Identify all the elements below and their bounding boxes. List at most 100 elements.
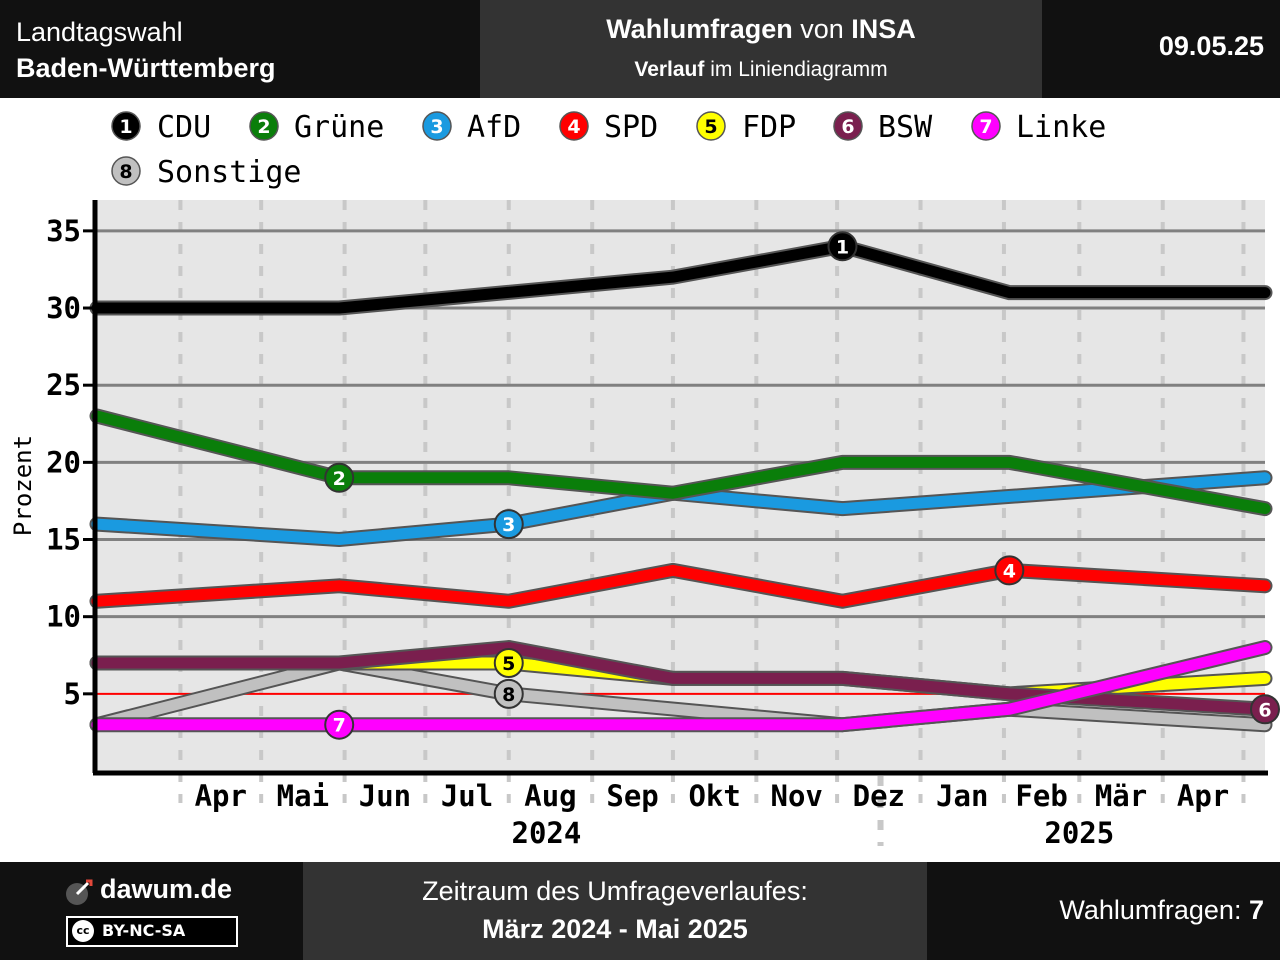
legend-number: 6 — [841, 116, 854, 138]
x-tick-label: Jun — [359, 779, 411, 813]
chart-title: Wahlumfragen von INSA — [480, 14, 1042, 45]
legend-label: FDP — [742, 110, 796, 145]
chart-subtitle-rest: im Liniendiagramm — [704, 58, 888, 81]
x-tick-label: Mai — [277, 779, 329, 813]
series-line-cdu — [91, 240, 1271, 314]
legend-number: 2 — [257, 116, 270, 138]
legend-label: Grüne — [294, 110, 384, 145]
legend-label: CDU — [157, 110, 211, 145]
period-value: März 2024 - Mai 2025 — [482, 914, 748, 944]
legend-item-cdu: 1 CDU — [111, 110, 211, 145]
election-line2: Baden-Württemberg — [16, 53, 276, 83]
marker-number: 8 — [502, 684, 515, 706]
y-tick-label: 10 — [46, 600, 81, 634]
legend-swatch — [422, 111, 452, 141]
legend-item-spd: 4 SPD — [559, 110, 658, 145]
poll-date: 09.05.25 — [1158, 31, 1264, 61]
header-bar: Landtagswahl Baden-Württemberg Wahlumfra… — [0, 0, 1280, 98]
x-tick-label: Jul — [441, 779, 493, 813]
marker-circle — [324, 709, 355, 740]
legend-label: Linke — [1016, 110, 1106, 145]
marker-afd: 3 — [493, 509, 524, 540]
legend-number: 1 — [119, 116, 132, 138]
marker-circle — [493, 678, 524, 709]
legend-item-bsw: 6 BSW — [833, 110, 933, 145]
legend-item-sonstige: 8 Sonstige — [111, 155, 302, 190]
marker-number: 5 — [502, 653, 515, 675]
footer-bar: dawum.de cc BY-NC-SA Zeitraum des Umfrag… — [0, 862, 1280, 960]
legend-number: 8 — [119, 161, 132, 183]
legend-number: 4 — [567, 116, 580, 138]
period-label: Zeitraum des Umfrageverlaufes: — [422, 876, 808, 906]
marker-bsw: 6 — [1250, 694, 1280, 725]
series-line-afd — [91, 472, 1271, 546]
legend-item-fdp: 5 FDP — [696, 110, 796, 145]
chart-subtitle-bold: Verlauf — [634, 58, 705, 81]
marker-circle — [1250, 694, 1280, 725]
chart-title-bold1: Wahlumfragen — [606, 14, 793, 44]
x-tick-label: Aug — [524, 779, 576, 813]
y-axis-label: Prozent — [9, 435, 37, 536]
period-info: Zeitraum des Umfrageverlaufes: März 2024… — [303, 862, 927, 960]
x-tick-label: Feb — [1015, 779, 1067, 813]
x-year-label: 2024 — [512, 816, 582, 850]
election-title: Landtagswahl Baden-Württemberg — [16, 14, 276, 86]
marker-number: 3 — [502, 514, 515, 536]
legend-swatch — [249, 111, 279, 141]
marker-linke: 7 — [324, 709, 355, 740]
marker-cdu: 1 — [827, 231, 858, 262]
legend-swatch — [111, 156, 141, 186]
x-tick-label: Nov — [771, 779, 823, 813]
poll-line-chart: 1 CDU 2 Grüne 3 AfD 4 SPD 5 FDP 6 BSW 7 Linke 8 Sonstig… — [9, 110, 1280, 850]
chart-heading: Wahlumfragen von INSA Verlauf im Liniend… — [480, 0, 1042, 98]
legend-swatch — [696, 111, 726, 141]
x-year-label: 2025 — [1044, 816, 1114, 850]
series-line-sonstige — [91, 657, 1271, 731]
poll-count-value: 7 — [1248, 895, 1264, 925]
legend-swatch — [111, 111, 141, 141]
election-line1: Landtagswahl — [16, 17, 183, 47]
marker-number: 1 — [836, 236, 849, 258]
legend-label: BSW — [878, 110, 933, 145]
marker-grüne: 2 — [324, 462, 355, 493]
x-tick-label: Okt — [688, 779, 740, 813]
y-tick-label: 15 — [46, 523, 81, 557]
marker-circle — [493, 509, 524, 540]
chart-title-mid: von — [792, 14, 852, 44]
marker-sonstige: 8 — [493, 678, 524, 709]
y-tick-label: 5 — [64, 677, 81, 711]
marker-circle — [827, 231, 858, 262]
marker-number: 7 — [333, 715, 346, 737]
legend-swatch — [971, 111, 1001, 141]
y-tick-label: 20 — [46, 445, 81, 479]
marker-number: 2 — [333, 468, 346, 490]
brand-link[interactable]: dawum.de — [100, 874, 233, 904]
poll-count-label: Wahlumfragen: — [1059, 895, 1249, 925]
license-text: BY-NC-SA — [102, 921, 186, 940]
legend-number: 5 — [704, 116, 717, 138]
dawum-logo-icon — [66, 879, 93, 905]
marker-spd: 4 — [994, 555, 1025, 586]
marker-number: 6 — [1258, 699, 1271, 721]
license-badge[interactable]: cc BY-NC-SA — [66, 916, 238, 947]
legend: 1 CDU 2 Grüne 3 AfD 4 SPD 5 FDP 6 BSW 7 Linke 8 Sonstig… — [111, 110, 1106, 190]
legend-label: AfD — [467, 110, 521, 145]
x-tick-label: Sep — [606, 779, 658, 813]
legend-number: 3 — [430, 116, 443, 138]
cc-icon: cc — [72, 920, 94, 942]
series-markers: 1 2 3 4 5 6 7 8 — [324, 231, 1280, 740]
legend-item-grüne: 2 Grüne — [249, 110, 384, 145]
legend-item-afd: 3 AfD — [422, 110, 521, 145]
marker-fdp: 5 — [493, 647, 524, 678]
marker-number: 4 — [1003, 560, 1016, 582]
y-tick-label: 25 — [46, 368, 81, 402]
y-tick-label: 35 — [46, 214, 81, 248]
legend-swatch — [833, 111, 863, 141]
chart-subtitle: Verlauf im Liniendiagramm — [480, 58, 1042, 82]
marker-circle — [493, 647, 524, 678]
chart-title-bold2: INSA — [851, 14, 916, 44]
series-line-bsw — [91, 642, 1271, 715]
x-tick-label: Jan — [936, 779, 988, 813]
legend-label: SPD — [604, 110, 658, 145]
x-tick-label: Apr — [195, 779, 247, 813]
